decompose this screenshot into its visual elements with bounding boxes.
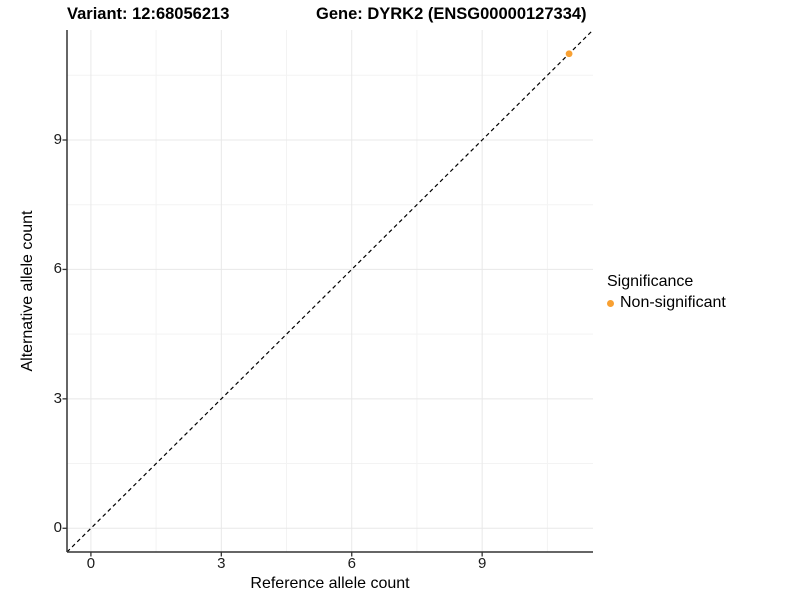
y-tick-label-3: 3 [53, 389, 62, 407]
legend-point-icon [607, 299, 614, 307]
y-tick-label-0: 0 [53, 519, 62, 537]
x-tick-label-3: 3 [217, 555, 226, 572]
legend: Significance Non-significant [607, 273, 726, 312]
legend-title: Significance [607, 273, 694, 290]
legend-item-label: Non-significant [620, 294, 726, 311]
x-tick-label-9: 9 [477, 555, 487, 572]
y-tick-label-9: 9 [53, 131, 62, 148]
x-tick-label-0: 0 [86, 555, 96, 572]
y-axis-title: Alternative allele count [19, 210, 36, 372]
legend-item-non-significant: Non-significant [607, 294, 726, 312]
plot-title-gene: Gene: DYRK2 (ENSG00000127334) [316, 5, 587, 23]
y-tick-label-6: 6 [53, 260, 62, 278]
x-axis-title: Reference allele count [250, 575, 410, 592]
plot-title-variant: Variant: 12:68056213 [67, 5, 230, 23]
x-tick-label-6: 6 [347, 555, 356, 572]
